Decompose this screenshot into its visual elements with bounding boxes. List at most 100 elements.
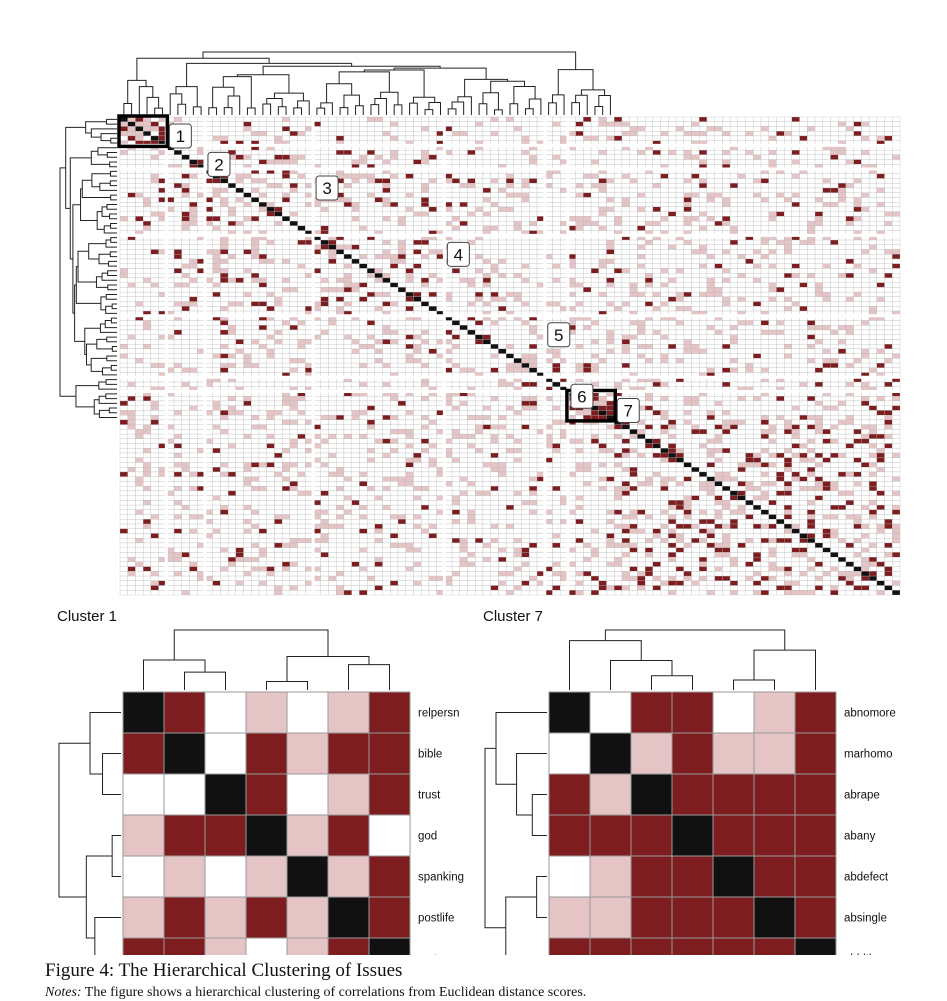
heatmap-cell [343, 320, 352, 326]
heatmap-cell [366, 206, 376, 212]
heatmap-cell [799, 249, 808, 255]
heatmap-cell [838, 202, 847, 208]
heatmap-cell [189, 254, 198, 260]
heatmap-cell [482, 135, 491, 141]
heatmap-cell [382, 329, 391, 335]
heatmap-cell [181, 116, 190, 122]
heatmap-cell [374, 220, 383, 226]
heatmap-cell [606, 268, 615, 274]
heatmap-cell [405, 325, 414, 331]
heatmap-cell [614, 116, 623, 122]
heatmap-cell [668, 339, 677, 345]
heatmap-cell [428, 211, 437, 217]
heatmap-cell [729, 268, 738, 274]
heatmap-cell [235, 239, 244, 245]
heatmap-cell [482, 154, 491, 160]
heatmap-cell [892, 282, 901, 288]
heatmap-cell [521, 192, 530, 198]
heatmap-cell [745, 249, 754, 255]
heatmap-cell [482, 192, 491, 198]
heatmap-cell [227, 225, 236, 231]
heatmap-cell [505, 173, 515, 179]
heatmap-cell [266, 220, 275, 226]
heatmap-cell [729, 239, 738, 245]
heatmap-cell [251, 291, 260, 297]
heatmap-cell [652, 220, 661, 226]
heatmap-cell [845, 135, 854, 141]
heatmap-cell [853, 268, 862, 274]
heatmap-cell [737, 178, 746, 184]
heatmap-cell [235, 263, 244, 269]
heatmap-cell [629, 126, 638, 132]
heatmap-cell [660, 183, 669, 189]
heatmap-cell [258, 135, 267, 141]
heatmap-cell [482, 220, 491, 226]
heatmap-cell [668, 287, 677, 293]
heatmap-cell [799, 154, 808, 160]
heatmap-cell [289, 154, 298, 160]
heatmap-cell [838, 268, 847, 274]
heatmap-cell [366, 178, 376, 184]
heatmap-cell [150, 149, 159, 156]
heatmap-cell [266, 268, 275, 274]
heatmap-cell [814, 263, 823, 269]
heatmap-cell [459, 268, 468, 274]
heatmap-cell [853, 135, 862, 141]
heatmap-cell [529, 325, 538, 331]
heatmap-cell [189, 320, 198, 326]
heatmap-cell [266, 282, 275, 288]
heatmap-cell [490, 282, 499, 288]
heatmap-cell [513, 197, 522, 203]
heatmap-cell [583, 178, 592, 184]
heatmap-cell [845, 325, 854, 331]
heatmap-cell [320, 121, 329, 127]
heatmap-cell [451, 220, 460, 226]
heatmap-cell [243, 197, 252, 203]
heatmap-cell [629, 334, 638, 340]
heatmap-cell [791, 135, 800, 141]
heatmap-cell [652, 183, 661, 189]
heatmap-cell [621, 206, 630, 212]
heatmap-cell [428, 287, 437, 293]
heatmap-cell [861, 301, 870, 307]
heatmap-cell [590, 339, 599, 345]
heatmap-cell [645, 131, 654, 137]
heatmap-cell [691, 334, 700, 340]
heatmap-cell [552, 296, 561, 302]
heatmap-cell [282, 329, 291, 335]
heatmap-cell [830, 225, 839, 231]
heatmap-cell [876, 268, 885, 274]
heatmap-cell [397, 344, 406, 350]
heatmap-cell [590, 159, 599, 165]
heatmap-cell [737, 202, 746, 208]
heatmap-cell [722, 329, 731, 335]
heatmap-cell [691, 325, 700, 331]
heatmap-cell [838, 116, 847, 122]
heatmap-cell [714, 206, 723, 212]
heatmap-cell [691, 301, 700, 307]
heatmap-cell [892, 258, 901, 264]
heatmap-cell [529, 344, 538, 350]
heatmap-cell [328, 244, 337, 250]
heatmap-cell [258, 178, 267, 184]
heatmap-cell [737, 249, 746, 255]
heatmap-cell [266, 329, 275, 335]
heatmap-cell [737, 334, 746, 340]
heatmap-cell [482, 296, 491, 302]
heatmap-cell [397, 306, 406, 312]
heatmap-cell [251, 202, 260, 208]
heatmap-cell [243, 339, 252, 345]
heatmap-cell [884, 183, 893, 189]
heatmap-cell [289, 301, 298, 307]
heatmap-cell [629, 206, 638, 212]
heatmap-cell [475, 131, 484, 137]
heatmap-cell [505, 197, 515, 203]
heatmap-cell [529, 149, 538, 156]
heatmap-cell [876, 334, 885, 340]
heatmap-cell [505, 344, 515, 350]
heatmap-cell [189, 334, 198, 340]
heatmap-cell [868, 173, 877, 179]
heatmap-cell [745, 149, 754, 156]
heatmap-cell [490, 197, 499, 203]
heatmap-cell [521, 273, 530, 279]
